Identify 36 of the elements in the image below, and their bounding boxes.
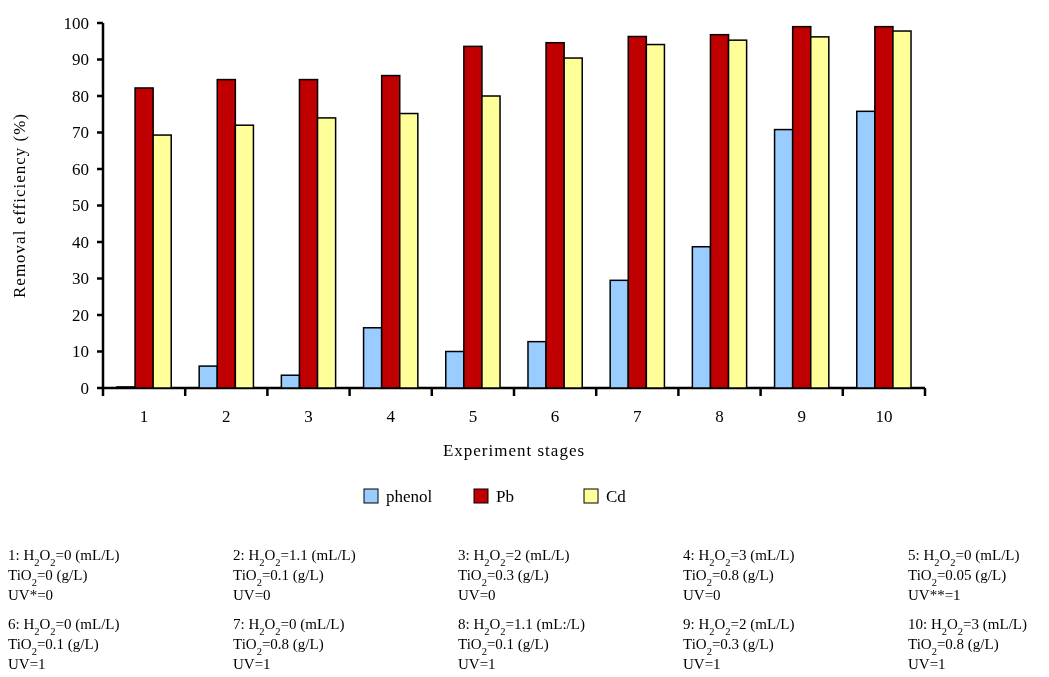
y-tick-label: 80 bbox=[72, 86, 89, 106]
y-tick-label: 60 bbox=[72, 159, 89, 179]
text: 9: H$_{2}$O$_{2}$=2 (mL/L) TiO$_{2}$=0.3 (g/L) UV=1 bbox=[683, 616, 795, 672]
legend-label: phenol bbox=[386, 487, 433, 506]
x-tick-label: 9 bbox=[797, 407, 806, 426]
y-tick-label: 50 bbox=[72, 196, 89, 216]
text: 4: H$_{2}$O$_{2}$=3 (mL/L) TiO$_{2}$=0.8 (g/L) UV=0 bbox=[683, 547, 795, 603]
x-tick-label: 1 bbox=[139, 407, 149, 426]
y-tick-label: 40 bbox=[72, 232, 89, 252]
x-tick-label: 8 bbox=[715, 407, 724, 426]
text: 5: H$_{2}$O$_{2}$=0 (mL/L) TiO$_{2}$=0.05 (g/L) UV**=1 bbox=[908, 547, 1020, 603]
y-tick-label: 10 bbox=[72, 342, 89, 362]
text: 2: H$_{2}$O$_{2}$=1.1 (mL/L) TiO$_{2}$=0.1 (g/L) UV=0 bbox=[233, 547, 356, 603]
legend-label: Pb bbox=[496, 487, 514, 506]
text: 6: H$_{2}$O$_{2}$=0 (mL/L) TiO$_{2}$=0.1 (g/L) UV=1 bbox=[8, 616, 120, 672]
text: 8: H$_{2}$O$_{2}$=1.1 (mL:/L) TiO$_{2}$=0.1 (g/L) UV=1 bbox=[458, 616, 585, 672]
x-tick-label: 6 bbox=[550, 407, 560, 426]
x-tick-label: 2 bbox=[222, 407, 231, 426]
text: 7: H$_{2}$O$_{2}$=0 (mL/L) TiO$_{2}$=0.8 (g/L) UV=1 bbox=[233, 616, 345, 672]
y-tick-label: 90 bbox=[72, 50, 89, 70]
x-tick-label: 3 bbox=[304, 407, 313, 426]
y-axis-title: Removal efficiency (%) bbox=[10, 112, 29, 299]
y-tick-label: 70 bbox=[72, 123, 89, 143]
x-tick-label: 5 bbox=[468, 407, 478, 426]
legend-label: Cd bbox=[606, 487, 627, 506]
x-axis-title: Experiment stages bbox=[442, 441, 586, 460]
x-tick-label: 4 bbox=[386, 407, 396, 426]
y-tick-label: 30 bbox=[72, 269, 89, 289]
text: 1: H$_{2}$O$_{2}$=0 (mL/L) TiO$_{2}$=0 (g/L) UV*=0 bbox=[8, 547, 120, 603]
y-tick-label: 100 bbox=[63, 13, 89, 33]
y-tick-label: 20 bbox=[72, 305, 89, 325]
text: 3: H$_{2}$O$_{2}$=2 (mL/L) TiO$_{2}$=0.3 (g/L) UV=0 bbox=[458, 547, 570, 603]
y-tick-label: 0 bbox=[80, 378, 89, 398]
text: 10: H$_{2}$O$_{2}$=3 (mL/L) TiO$_{2}$=0.8 (g/L) UV=1 bbox=[908, 616, 1027, 672]
x-tick-label: 7 bbox=[633, 407, 643, 426]
x-tick-label: 10 bbox=[875, 407, 893, 426]
